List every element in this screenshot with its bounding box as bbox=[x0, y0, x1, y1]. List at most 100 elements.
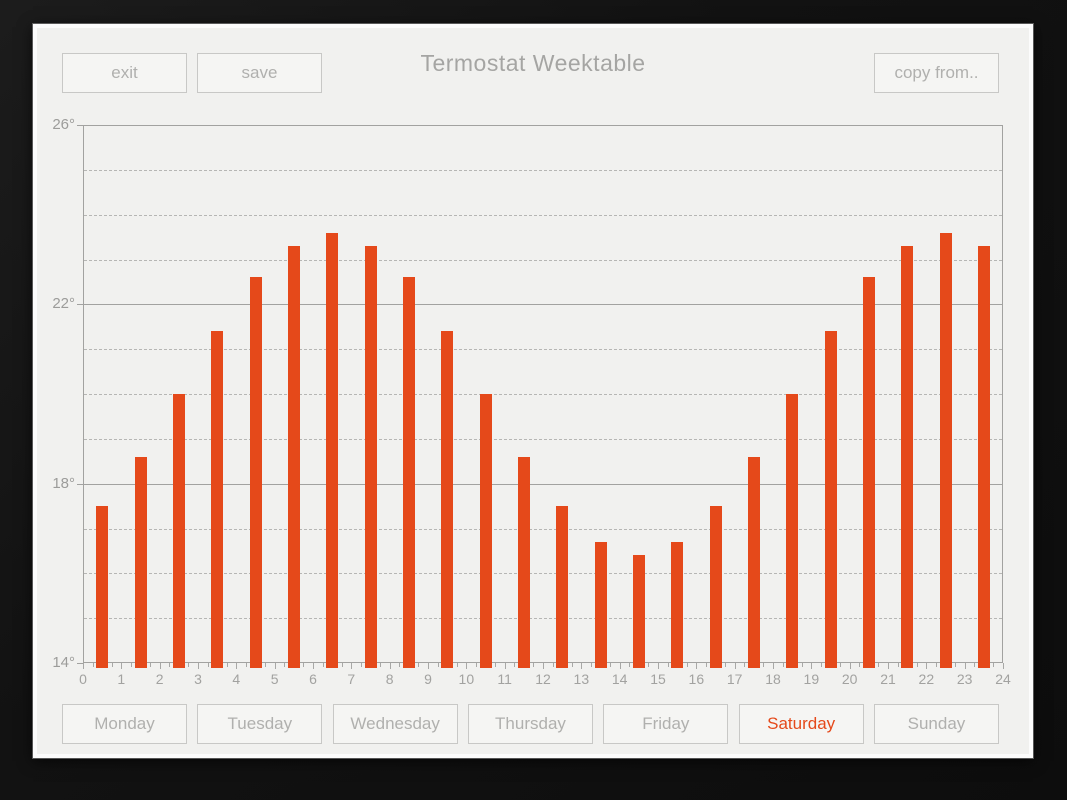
x-axis-tick bbox=[686, 663, 688, 667]
temperature-bar-hour-0[interactable] bbox=[96, 506, 109, 668]
temperature-bar-hour-16[interactable] bbox=[709, 506, 722, 668]
temperature-bar-hour-23[interactable] bbox=[977, 246, 990, 668]
x-axis-tick bbox=[418, 663, 420, 667]
x-axis-tick bbox=[610, 663, 612, 667]
x-axis-tick bbox=[648, 663, 650, 667]
day-tab-thursday[interactable]: Thursday bbox=[467, 704, 593, 744]
x-axis-tick bbox=[226, 663, 228, 667]
temperature-bar-hour-3[interactable] bbox=[211, 331, 224, 668]
copy-from-button[interactable]: copy from.. bbox=[874, 53, 999, 93]
x-axis-tick bbox=[456, 663, 458, 667]
thermostat-panel: exit save Termostat Weektable copy from.… bbox=[33, 24, 1033, 758]
y-axis-tick bbox=[77, 304, 83, 306]
temperature-bar-hour-17[interactable] bbox=[747, 456, 760, 668]
x-axis-label: 12 bbox=[535, 671, 551, 687]
x-axis-tick bbox=[840, 663, 842, 667]
temperature-bar-hour-2[interactable] bbox=[172, 394, 185, 668]
x-axis-tick bbox=[897, 663, 899, 667]
x-axis-tick bbox=[207, 663, 209, 667]
x-axis-tick bbox=[389, 663, 391, 669]
temperature-bar-hour-14[interactable] bbox=[632, 555, 645, 668]
x-axis-tick bbox=[619, 663, 621, 669]
temperature-bar-hour-8[interactable] bbox=[402, 277, 415, 668]
temperature-bar-hour-13[interactable] bbox=[594, 541, 607, 668]
x-axis-label: 7 bbox=[347, 671, 356, 687]
gridline-dashed bbox=[84, 438, 1002, 440]
x-axis-tick bbox=[437, 663, 439, 667]
temperature-bar-hour-12[interactable] bbox=[556, 506, 569, 668]
x-axis-tick bbox=[83, 663, 84, 669]
day-tab-friday[interactable]: Friday bbox=[603, 704, 729, 744]
temperature-bar-hour-22[interactable] bbox=[939, 232, 952, 668]
x-axis-tick bbox=[916, 663, 918, 667]
gridline-solid bbox=[84, 304, 1002, 306]
day-tab-sunday[interactable]: Sunday bbox=[873, 704, 999, 744]
x-axis-tick bbox=[734, 663, 736, 669]
save-button[interactable]: save bbox=[197, 53, 322, 93]
x-axis-tick bbox=[121, 663, 123, 669]
temperature-bar-hour-18[interactable] bbox=[786, 394, 799, 668]
temperature-bar-hour-20[interactable] bbox=[862, 277, 875, 668]
exit-button[interactable]: exit bbox=[62, 53, 187, 93]
temperature-bar-hour-19[interactable] bbox=[824, 331, 837, 668]
x-axis-tick bbox=[475, 663, 477, 667]
x-axis-label: 15 bbox=[650, 671, 666, 687]
x-axis-tick bbox=[169, 663, 171, 667]
x-axis-label: 23 bbox=[956, 671, 973, 687]
x-axis-tick bbox=[878, 663, 880, 667]
x-axis-tick bbox=[955, 663, 957, 667]
x-axis-tick bbox=[543, 663, 544, 669]
gridline-dashed bbox=[84, 169, 1002, 171]
y-axis-label: 14° bbox=[52, 654, 75, 671]
x-axis-tick bbox=[993, 663, 995, 667]
day-tab-saturday[interactable]: Saturday bbox=[738, 704, 864, 744]
x-axis-tick bbox=[111, 663, 113, 667]
x-axis-label: 10 bbox=[458, 671, 475, 687]
x-axis-tick bbox=[188, 663, 190, 667]
x-axis-label: 9 bbox=[424, 671, 432, 687]
gridline-dashed bbox=[84, 214, 1002, 216]
y-axis-tick bbox=[77, 125, 83, 126]
temperature-bar-hour-4[interactable] bbox=[249, 277, 262, 668]
x-axis-tick bbox=[696, 663, 698, 669]
x-axis-tick bbox=[514, 663, 516, 667]
y-axis-label: 18° bbox=[52, 474, 75, 492]
x-axis-tick bbox=[725, 663, 727, 667]
temperature-bar-hour-1[interactable] bbox=[134, 456, 147, 668]
temperature-bar-hour-11[interactable] bbox=[517, 456, 530, 668]
x-axis-tick bbox=[245, 663, 247, 667]
x-axis-tick bbox=[198, 663, 199, 669]
day-tab-wednesday[interactable]: Wednesday bbox=[332, 704, 458, 744]
x-axis-label: 13 bbox=[573, 671, 590, 687]
x-axis-label: 6 bbox=[309, 671, 317, 687]
gridline-dashed bbox=[84, 349, 1002, 351]
x-axis-tick bbox=[667, 663, 669, 667]
x-axis-tick bbox=[322, 663, 324, 667]
x-axis-tick bbox=[658, 663, 659, 669]
temperature-bar-hour-15[interactable] bbox=[671, 541, 684, 668]
x-axis-tick bbox=[380, 663, 382, 667]
x-axis-tick bbox=[859, 663, 861, 667]
x-axis-label: 18 bbox=[765, 671, 781, 687]
x-axis-tick bbox=[351, 663, 353, 669]
temperature-bar-hour-9[interactable] bbox=[441, 331, 454, 668]
x-axis-tick bbox=[284, 663, 286, 667]
x-axis-label: 3 bbox=[194, 671, 202, 687]
y-axis-label: 22° bbox=[52, 295, 75, 313]
x-axis-label: 24 bbox=[995, 671, 1011, 687]
x-axis-tick bbox=[763, 663, 765, 667]
temperature-bar-hour-6[interactable] bbox=[326, 232, 339, 668]
x-axis-tick bbox=[130, 663, 132, 667]
temperature-bar-hour-10[interactable] bbox=[479, 394, 492, 668]
temperature-bar-hour-21[interactable] bbox=[901, 246, 914, 668]
x-axis-tick bbox=[1003, 663, 1004, 669]
x-axis-tick bbox=[926, 663, 928, 669]
temperature-bar-hour-5[interactable] bbox=[287, 246, 300, 668]
x-axis-tick bbox=[629, 663, 631, 667]
temperature-bar-hour-7[interactable] bbox=[364, 246, 377, 668]
x-axis-tick bbox=[495, 663, 497, 667]
day-tab-tuesday[interactable]: Tuesday bbox=[197, 704, 323, 744]
x-axis-tick bbox=[773, 663, 774, 669]
x-axis-tick bbox=[428, 663, 429, 669]
day-tab-monday[interactable]: Monday bbox=[62, 704, 187, 744]
